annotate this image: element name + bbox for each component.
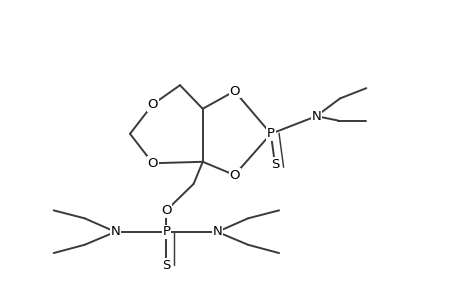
Text: P: P	[162, 225, 170, 239]
Text: N: N	[311, 110, 320, 123]
Text: O: O	[161, 204, 171, 217]
Text: P: P	[266, 127, 274, 140]
Text: N: N	[212, 225, 222, 239]
Text: O: O	[229, 85, 239, 98]
Text: O: O	[229, 169, 239, 182]
Text: O: O	[147, 98, 157, 111]
Text: S: S	[271, 158, 279, 171]
Text: N: N	[110, 225, 120, 239]
Text: S: S	[162, 259, 170, 272]
Text: O: O	[147, 157, 157, 170]
